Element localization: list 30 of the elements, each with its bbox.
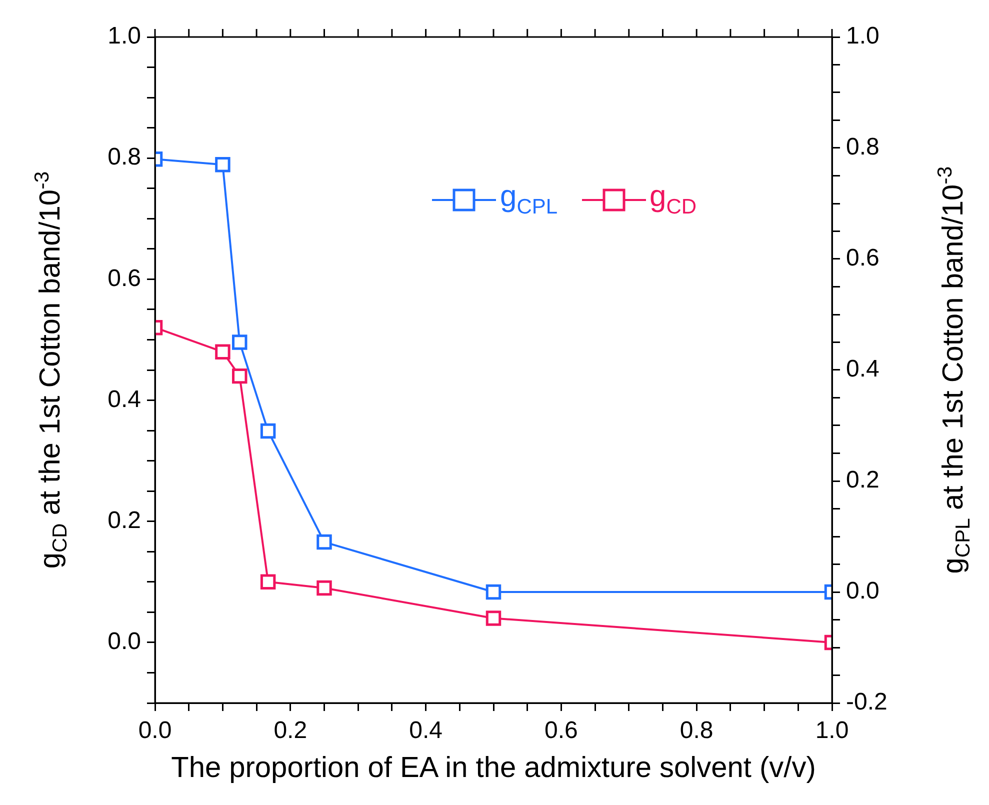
- point: [316, 580, 332, 596]
- y2-tick-label: 0.8: [846, 134, 880, 161]
- x-tick-label: 0.8: [680, 717, 714, 744]
- x-tick-label: 0.4: [409, 717, 442, 744]
- y2-tick-label: 0.2: [846, 466, 880, 494]
- y2-tick-label: 1.0: [846, 22, 880, 50]
- y2-tick-label: 0.6: [846, 244, 880, 272]
- x-tick-label: 0.2: [274, 717, 308, 744]
- y2-tick-label: 0.0: [846, 578, 880, 605]
- point: [260, 574, 276, 590]
- y-tick-label: 0.4: [108, 386, 141, 413]
- x-tick-label: 0.0: [138, 717, 172, 744]
- y2-tick-label: -0.2: [846, 688, 888, 716]
- point: [232, 334, 248, 350]
- point: [316, 534, 332, 550]
- legend-label: g$_{CPL}$: [500, 180, 558, 220]
- point: [232, 368, 248, 384]
- x-tick-label: 1.0: [815, 717, 849, 744]
- point: [260, 423, 276, 439]
- point: [215, 157, 230, 172]
- point: [215, 344, 230, 360]
- x-tick-label: 0.6: [544, 717, 578, 744]
- y-tick-label: 1.0: [108, 22, 141, 50]
- x-axis-title: The proportion of EA in the admixture solvent (v/v): [171, 752, 816, 785]
- y2-tick-label: 0.4: [846, 356, 880, 383]
- legend-label: g$_{CD}$: [650, 180, 697, 220]
- y-tick-label: 0.8: [108, 144, 141, 171]
- y-tick-label: 0.0: [108, 628, 141, 656]
- y-tick-label: 0.6: [108, 264, 141, 292]
- y-tick-label: 0.2: [108, 506, 141, 534]
